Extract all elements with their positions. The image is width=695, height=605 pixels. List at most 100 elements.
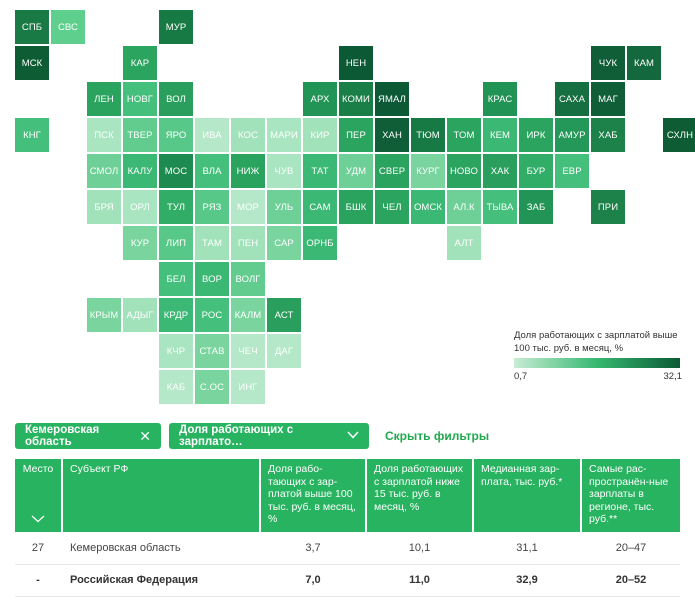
region-tile-ирк[interactable]: ИРК (519, 118, 553, 152)
col-header-median[interactable]: Медианная зар-плата, тыс. руб.* (474, 459, 580, 532)
hide-filters-link[interactable]: Скрыть фильтры (385, 429, 490, 443)
region-tile-мор[interactable]: МОР (231, 190, 265, 224)
region-tile-чел[interactable]: ЧЕЛ (375, 190, 409, 224)
region-tile-евр[interactable]: ЕВР (555, 154, 589, 188)
region-tile-яро[interactable]: ЯРО (159, 118, 193, 152)
region-tile-новг[interactable]: НОВГ (123, 82, 157, 116)
region-tile-даг[interactable]: ДАГ (267, 334, 301, 368)
region-tile-ряз[interactable]: РЯЗ (195, 190, 229, 224)
col-header-common[interactable]: Самые рас-пространён-ные зарплаты в реги… (582, 459, 680, 532)
region-filter-chip[interactable]: Кемеровская область ✕ (15, 423, 161, 449)
region-tile-пер[interactable]: ПЕР (339, 118, 373, 152)
region-tile-кчр[interactable]: КЧР (159, 334, 193, 368)
region-tile-сам[interactable]: САМ (303, 190, 337, 224)
table-row: 27 Кемеровская область 3,7 10,1 31,1 20–… (15, 532, 680, 564)
header-divider (259, 459, 261, 532)
region-tile-хак[interactable]: ХАК (483, 154, 517, 188)
region-tile-кем[interactable]: КЕМ (483, 118, 517, 152)
region-tile-схлн[interactable]: СХЛН (663, 118, 695, 152)
region-tile-тул[interactable]: ТУЛ (159, 190, 193, 224)
region-tile-крым[interactable]: КРЫМ (87, 298, 121, 332)
region-tile-рос[interactable]: РОС (195, 298, 229, 332)
region-tile-калм[interactable]: КАЛМ (231, 298, 265, 332)
table-row: - Российская Федерация 7,0 11,0 32,9 20–… (15, 564, 680, 596)
region-tile-кург[interactable]: КУРГ (411, 154, 445, 188)
region-tile-коми[interactable]: КОМИ (339, 82, 373, 116)
region-tile-волг[interactable]: ВОЛГ (231, 262, 265, 296)
region-tile-бря[interactable]: БРЯ (87, 190, 121, 224)
region-tile-ива[interactable]: ИВА (195, 118, 229, 152)
region-tile-амур[interactable]: АМУР (555, 118, 589, 152)
region-tile-удм[interactable]: УДМ (339, 154, 373, 188)
region-tile-свс[interactable]: СВС (51, 10, 85, 44)
region-tile-хаб[interactable]: ХАБ (591, 118, 625, 152)
region-tile-твер[interactable]: ТВЕР (123, 118, 157, 152)
region-tile-омск[interactable]: ОМСК (411, 190, 445, 224)
region-tile-бшк[interactable]: БШК (339, 190, 373, 224)
region-tile-вол[interactable]: ВОЛ (159, 82, 193, 116)
region-tile-мск[interactable]: МСК (15, 46, 49, 80)
region-tile-алт[interactable]: АЛТ (447, 226, 481, 260)
region-tile-смол[interactable]: СМОЛ (87, 154, 121, 188)
col-header-subject[interactable]: Субъект РФ (63, 459, 259, 532)
region-tile-инг[interactable]: ИНГ (231, 370, 265, 404)
chevron-down-icon[interactable] (15, 514, 61, 527)
region-tile-арх[interactable]: АРХ (303, 82, 337, 116)
region-tile-адыг[interactable]: АДЫГ (123, 298, 157, 332)
region-tile-кос[interactable]: КОС (231, 118, 265, 152)
region-tile-орл[interactable]: ОРЛ (123, 190, 157, 224)
region-tile-хан[interactable]: ХАН (375, 118, 409, 152)
col-header-place[interactable]: Место (15, 459, 61, 532)
region-tile-кам[interactable]: КАМ (627, 46, 661, 80)
region-tile-кар[interactable]: КАР (123, 46, 157, 80)
region-tile-ал.к[interactable]: АЛ.К (447, 190, 481, 224)
region-tile-орнб[interactable]: ОРНБ (303, 226, 337, 260)
region-tile-лип[interactable]: ЛИП (159, 226, 193, 260)
region-tile-нен[interactable]: НЕН (339, 46, 373, 80)
region-tile-мур[interactable]: МУР (159, 10, 193, 44)
metric-filter-dropdown[interactable]: Доля работающих с зарплато… (169, 423, 369, 449)
region-tile-бел[interactable]: БЕЛ (159, 262, 193, 296)
region-tile-тат[interactable]: ТАТ (303, 154, 337, 188)
region-tile-каб[interactable]: КАБ (159, 370, 193, 404)
region-tile-с.ос[interactable]: С.ОС (195, 370, 229, 404)
region-tile-саха[interactable]: САХА (555, 82, 589, 116)
region-tile-при[interactable]: ПРИ (591, 190, 625, 224)
region-tile-став[interactable]: СТАВ (195, 334, 229, 368)
region-tile-сар[interactable]: САР (267, 226, 301, 260)
region-tile-ямал[interactable]: ЯМАЛ (375, 82, 409, 116)
region-tile-вор[interactable]: ВОР (195, 262, 229, 296)
region-tile-крас[interactable]: КРАС (483, 82, 517, 116)
region-tile-аст[interactable]: АСТ (267, 298, 301, 332)
region-tile-том[interactable]: ТОМ (447, 118, 481, 152)
region-tile-тюм[interactable]: ТЮМ (411, 118, 445, 152)
col-header-share-low[interactable]: Доля работающих с зарплатой ниже 15 тыс.… (367, 459, 472, 532)
region-tile-кур[interactable]: КУР (123, 226, 157, 260)
region-tile-лен[interactable]: ЛЕН (87, 82, 121, 116)
region-tile-крдр[interactable]: КРДР (159, 298, 193, 332)
region-tile-чув[interactable]: ЧУВ (267, 154, 301, 188)
region-tile-тыва[interactable]: ТЫВА (483, 190, 517, 224)
region-tile-мари[interactable]: МАРИ (267, 118, 301, 152)
region-tile-чеч[interactable]: ЧЕЧ (231, 334, 265, 368)
close-icon[interactable]: ✕ (139, 428, 151, 444)
region-tile-пск[interactable]: ПСК (87, 118, 121, 152)
col-header-share-high[interactable]: Доля рабо-тающих с зар-платой выше 100 т… (261, 459, 365, 532)
region-tile-уль[interactable]: УЛЬ (267, 190, 301, 224)
region-tile-вла[interactable]: ВЛА (195, 154, 229, 188)
region-tile-калу[interactable]: КАЛУ (123, 154, 157, 188)
region-tile-ниж[interactable]: НИЖ (231, 154, 265, 188)
region-tile-кир[interactable]: КИР (303, 118, 337, 152)
region-tile-бур[interactable]: БУР (519, 154, 553, 188)
region-tile-пен[interactable]: ПЕН (231, 226, 265, 260)
region-tile-маг[interactable]: МАГ (591, 82, 625, 116)
region-tile-спб[interactable]: СПБ (15, 10, 49, 44)
region-tile-чук[interactable]: ЧУК (591, 46, 625, 80)
region-tile-мос[interactable]: МОС (159, 154, 193, 188)
cell-median: 32,9 (516, 574, 538, 586)
region-tile-свер[interactable]: СВЕР (375, 154, 409, 188)
region-tile-там[interactable]: ТАМ (195, 226, 229, 260)
region-tile-заб[interactable]: ЗАБ (519, 190, 553, 224)
region-tile-ново[interactable]: НОВО (447, 154, 481, 188)
region-tile-кнг[interactable]: КНГ (15, 118, 49, 152)
